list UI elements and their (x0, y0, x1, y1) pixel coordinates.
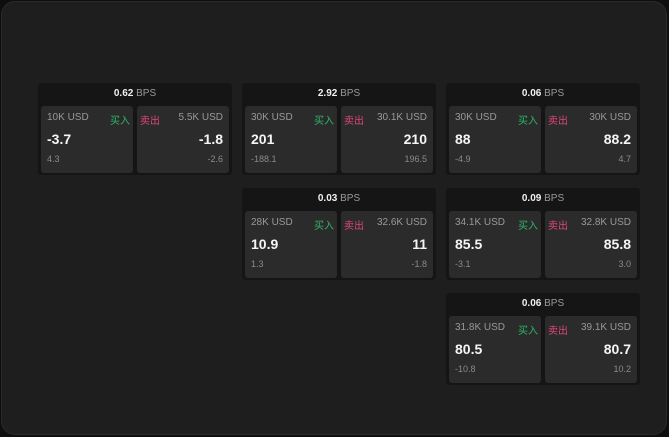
buy-price: 80.5 (455, 341, 483, 357)
spread-value: 0.09 (521, 193, 542, 204)
buy-size: 31.8K USD (455, 322, 506, 333)
spread-value: 0.06 (521, 88, 542, 99)
spread-header: 0.06 BPS (446, 83, 640, 105)
spread-value: 0.06 (521, 298, 542, 309)
spread-unit: BPS (340, 88, 361, 99)
sell-price: 85.8 (603, 236, 631, 252)
sell-size: 5.5K USD (178, 112, 223, 123)
buy-label: 买入 (314, 116, 334, 127)
buy-label: 买入 (518, 221, 538, 232)
spread-value: 0.03 (317, 193, 338, 204)
buy-price: 10.9 (251, 236, 279, 252)
sell-button[interactable]: 卖出 32.6K USD 11 -1.8 (341, 211, 433, 278)
buy-change: 4.3 (47, 154, 60, 164)
spread-value: 0.62 (113, 88, 134, 99)
sell-change: 196.5 (404, 154, 427, 164)
spread-value: 2.92 (317, 88, 338, 99)
sell-label: 卖出 (548, 116, 568, 127)
buy-change: 1.3 (251, 259, 264, 269)
sell-label: 卖出 (344, 116, 364, 127)
spread-header: 0.62 BPS (38, 83, 232, 105)
spread-header: 0.06 BPS (446, 293, 640, 315)
buy-size: 30K USD (455, 112, 497, 123)
buy-change: -10.8 (455, 364, 476, 374)
quote-panel: 0.06 BPS 30K USD 买入 88 -4.9 卖出 30K USD 8… (446, 83, 640, 175)
sell-label: 卖出 (548, 326, 568, 337)
sell-size: 32.6K USD (376, 217, 427, 228)
buy-price: 201 (251, 131, 275, 147)
buy-button[interactable]: 34.1K USD 买入 85.5 -3.1 (449, 211, 541, 278)
sell-button[interactable]: 卖出 5.5K USD -1.8 -2.6 (137, 106, 229, 173)
sell-price: 11 (412, 236, 427, 252)
sell-size: 30K USD (589, 112, 631, 123)
sell-price: 80.7 (603, 341, 631, 357)
buy-price: 85.5 (455, 236, 483, 252)
spread-unit: BPS (544, 298, 565, 309)
buy-button[interactable]: 28K USD 买入 10.9 1.3 (245, 211, 337, 278)
quote-panel: 0.09 BPS 34.1K USD 买入 85.5 -3.1 卖出 32.8K… (446, 188, 640, 280)
buy-label: 买入 (314, 221, 334, 232)
buy-label: 买入 (110, 116, 130, 127)
sell-label: 卖出 (548, 221, 568, 232)
quote-panel: 0.62 BPS 10K USD 买入 -3.7 4.3 卖出 5.5K USD… (38, 83, 232, 175)
sell-change: -2.6 (207, 154, 223, 164)
quote-panel: 0.06 BPS 31.8K USD 买入 80.5 -10.8 卖出 39.1… (446, 293, 640, 385)
sell-size: 30.1K USD (376, 112, 427, 123)
sell-label: 卖出 (344, 221, 364, 232)
buy-price: 88 (455, 131, 471, 147)
buy-button[interactable]: 30K USD 买入 88 -4.9 (449, 106, 541, 173)
sell-label: 卖出 (140, 116, 160, 127)
spread-header: 2.92 BPS (242, 83, 436, 105)
spread-header: 0.09 BPS (446, 188, 640, 210)
buy-size: 10K USD (47, 112, 89, 123)
sell-size: 32.8K USD (580, 217, 631, 228)
sell-price: -1.8 (198, 131, 223, 147)
sell-button[interactable]: 卖出 30.1K USD 210 196.5 (341, 106, 433, 173)
spread-unit: BPS (544, 88, 565, 99)
sell-change: -1.8 (411, 259, 427, 269)
buy-size: 28K USD (251, 217, 293, 228)
sell-price: 210 (403, 131, 427, 147)
buy-button[interactable]: 31.8K USD 买入 80.5 -10.8 (449, 316, 541, 383)
sell-change: 10.2 (613, 364, 631, 374)
spread-unit: BPS (544, 193, 565, 204)
sell-button[interactable]: 卖出 32.8K USD 85.8 3.0 (545, 211, 637, 278)
buy-size: 30K USD (251, 112, 293, 123)
quote-panel: 0.03 BPS 28K USD 买入 10.9 1.3 卖出 32.6K US… (242, 188, 436, 280)
spread-unit: BPS (340, 193, 361, 204)
buy-change: -4.9 (455, 154, 471, 164)
sell-button[interactable]: 卖出 30K USD 88.2 4.7 (545, 106, 637, 173)
buy-change: -3.1 (455, 259, 471, 269)
sell-change: 3.0 (618, 259, 631, 269)
buy-change: -188.1 (251, 154, 277, 164)
sell-button[interactable]: 卖出 39.1K USD 80.7 10.2 (545, 316, 637, 383)
buy-button[interactable]: 30K USD 买入 201 -188.1 (245, 106, 337, 173)
buy-button[interactable]: 10K USD 买入 -3.7 4.3 (41, 106, 133, 173)
buy-price: -3.7 (47, 131, 72, 147)
sell-size: 39.1K USD (580, 322, 631, 333)
spread-unit: BPS (136, 88, 157, 99)
sell-price: 88.2 (603, 131, 631, 147)
spread-header: 0.03 BPS (242, 188, 436, 210)
quote-panel: 2.92 BPS 30K USD 买入 201 -188.1 卖出 30.1K … (242, 83, 436, 175)
buy-size: 34.1K USD (455, 217, 506, 228)
buy-label: 买入 (518, 326, 538, 337)
buy-label: 买入 (518, 116, 538, 127)
sell-change: 4.7 (618, 154, 631, 164)
